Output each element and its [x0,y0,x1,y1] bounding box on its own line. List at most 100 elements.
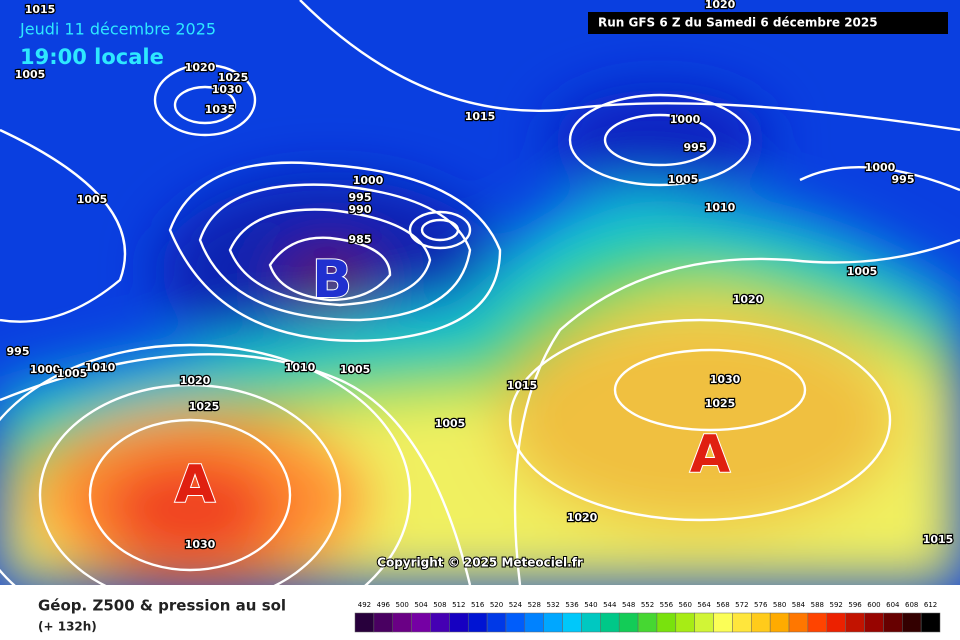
scale-swatch [807,612,828,633]
scale-swatch [902,612,922,633]
scale-swatch [373,612,393,633]
scale-swatch [392,612,412,633]
date: Jeudi 11 décembre 2025 [19,20,216,39]
isobar-label: 1005 [15,68,46,81]
isobar-label: 1020 [567,511,598,524]
scale-label: 552 [641,601,654,609]
isobar-label: 1015 [25,3,56,16]
scale-label: 548 [622,601,635,609]
scale-label: 572 [735,601,748,609]
isobar-label: 1015 [507,379,538,392]
scale-swatch [354,612,375,633]
scale-swatch [656,612,677,633]
pressure-center: B [312,250,352,310]
run-box [588,12,948,34]
scale-swatch [467,612,488,633]
isobar-label: 1015 [465,110,496,123]
scale-swatch [524,612,544,633]
scale-label: 540 [584,601,597,609]
scale-label: 512 [452,601,465,609]
scale-label: 588 [811,601,824,609]
isobar-label: 1005 [57,367,88,380]
isobar-label: 1030 [710,373,741,386]
isobar-label: 1015 [923,533,954,546]
isobar-label: 1035 [205,103,236,116]
scale-label: 568 [716,601,729,609]
isobar-label: 995 [7,345,30,358]
time: 19:00 locale [20,45,164,69]
scale-swatch [449,612,469,633]
isobar-label: 995 [349,191,372,204]
scale-swatch [883,612,903,633]
scale-label: 592 [830,601,843,609]
isobar-label: 985 [349,233,372,246]
isobar-label: 1025 [189,400,220,413]
scale-label: 504 [414,601,428,609]
scale-label: 564 [697,601,711,609]
scale-swatch [769,612,790,633]
scale-label: 600 [867,601,880,609]
scale-label: 576 [754,601,768,609]
scale-label: 508 [433,601,446,609]
isobar-label: 1000 [30,363,61,376]
isobar-label: 1020 [185,61,216,74]
isobar-label: 1010 [285,361,316,374]
scale-label: 500 [395,601,408,609]
scale-label: 516 [471,601,485,609]
scale-label: 528 [528,601,541,609]
scale-swatch [411,612,431,633]
scale-swatch [562,612,582,633]
isobar-label: 1010 [705,201,736,214]
scale-label: 560 [679,601,692,609]
isobar-label: 1025 [705,397,736,410]
scale-swatch [920,612,941,633]
scale-label: 612 [924,601,937,609]
isobar-label: 1005 [668,173,699,186]
scale-label: 536 [565,601,579,609]
lead-time: (+ 132h) [38,620,97,634]
scale-label: 584 [792,601,806,609]
isobar-label: 995 [684,141,707,154]
scale-swatch [751,612,771,633]
scale-swatch [505,612,526,633]
scale-swatch [845,612,865,633]
isobar-label: 1030 [185,538,216,551]
scale-label: 580 [773,601,786,609]
scale-label: 520 [490,601,503,609]
isobar-label: 1005 [435,417,466,430]
footer-title: Géop. Z500 & pression au sol [38,597,286,615]
scale-label: 608 [905,601,918,609]
isobar-label: 1010 [85,361,116,374]
isobar-label: 1020 [733,293,764,306]
scale-swatch [600,612,620,633]
scale-swatch [637,612,658,633]
isobar-label: 1005 [847,265,878,278]
isobar-label: 1000 [865,161,896,174]
copyright: Copyright © 2025 Meteociel.fr [377,556,583,570]
scale-swatch [732,612,752,633]
isobar-label: 1020 [705,0,736,11]
scale-swatch [486,612,507,633]
isobar-label: 995 [892,173,915,186]
scale-swatch [713,612,733,633]
scale-swatch [826,612,846,633]
isobar-label: 1025 [218,71,249,84]
scale-label: 604 [886,601,900,609]
scale-swatch [788,612,809,633]
scale-swatch [543,612,563,633]
scale-label: 544 [603,601,617,609]
pressure-center: A [175,455,215,515]
scale-swatch [618,612,639,633]
isobar-label: 1005 [340,363,371,376]
isobar-label: 1005 [77,193,108,206]
run-info: Run GFS 6 Z du Samedi 6 décembre 2025 [598,16,878,30]
isobar-label: 1030 [212,83,243,96]
scale-label: 556 [660,601,674,609]
isobar-label: 1020 [180,374,211,387]
scale-label: 532 [546,601,559,609]
scale-label: 524 [509,601,523,609]
scale-swatch [430,612,450,633]
